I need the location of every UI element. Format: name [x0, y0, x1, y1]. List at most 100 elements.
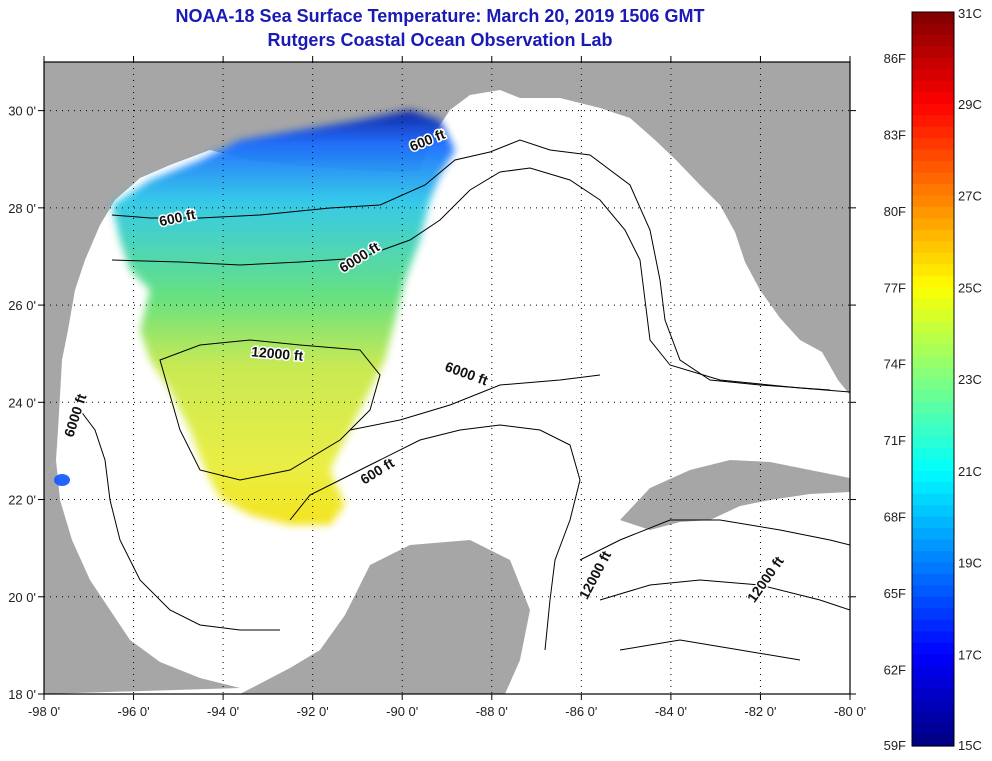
- contour-600ft-south: [289, 424, 581, 651]
- colorbar-swatch: [912, 447, 954, 460]
- colorbar-swatch: [912, 608, 954, 621]
- colorbar-fahrenheit-label: 77F: [884, 280, 906, 295]
- colorbar-fahrenheit-label: 68F: [884, 510, 906, 525]
- colorbar-labels: 31C 29C 27C 25C 23C 21C 19C 17C 15C 86F 83F 80F 77F 7…: [884, 6, 982, 753]
- lon-tick-label: -86 0': [565, 704, 597, 719]
- colorbar-swatch: [912, 12, 954, 25]
- colorbar-fahrenheit-label: 62F: [884, 663, 906, 678]
- lon-tick-label: -84 0': [655, 704, 687, 719]
- contour-label: 12000 ft: [251, 343, 305, 364]
- colorbar-fahrenheit-label: 71F: [884, 433, 906, 448]
- colorbar-celsius-label: 17C: [958, 647, 982, 662]
- colorbar-swatch: [912, 688, 954, 701]
- colorbar-fahrenheit-label: 74F: [884, 357, 906, 372]
- colorbar-swatch: [912, 470, 954, 483]
- lon-tick-label: -88 0': [476, 704, 508, 719]
- colorbar-swatch: [912, 573, 954, 587]
- lon-tick-label: -98 0': [28, 704, 60, 719]
- map-title: NOAA-18 Sea Surface Temperature: March 2…: [175, 6, 705, 26]
- colorbar-celsius-label: 21C: [958, 464, 982, 479]
- colorbar-swatch: [912, 562, 954, 575]
- colorbar-swatch: [912, 218, 954, 231]
- contour-12000ft: [159, 339, 381, 481]
- colorbar-swatch: [912, 700, 954, 713]
- contour-6000ft: [79, 167, 850, 631]
- colorbar-celsius-label: 23C: [958, 372, 982, 387]
- colorbar-celsius-label: 25C: [958, 280, 982, 295]
- colorbar-swatch: [912, 138, 954, 151]
- sst-overlay: [54, 110, 455, 525]
- lon-tick-label: -96 0': [117, 704, 149, 719]
- lat-tick-label: 30 0': [8, 104, 36, 119]
- colorbar-swatch: [912, 310, 954, 323]
- colorbar-swatch: [912, 69, 954, 82]
- colorbar-swatch: [912, 333, 954, 346]
- colorbar-swatch: [912, 46, 954, 59]
- colorbar-swatch: [912, 229, 954, 242]
- colorbar-swatch: [912, 252, 954, 265]
- florida-land: [780, 62, 850, 370]
- colorbar-swatch: [912, 401, 954, 415]
- lat-tick-label: 24 0': [8, 395, 36, 410]
- colorbar-frame: [911, 11, 955, 747]
- colorbar-swatch: [912, 539, 954, 552]
- cuba-land: [620, 460, 850, 530]
- colorbar-swatch: [912, 424, 954, 437]
- colorbar-swatch: [912, 195, 954, 208]
- colorbar-swatch: [912, 551, 954, 564]
- lat-tick-label: 26 0': [8, 298, 36, 313]
- colorbar-fahrenheit-label: 65F: [884, 586, 906, 601]
- colorbar-celsius-label: 29C: [958, 97, 982, 112]
- colorbar-swatch: [912, 126, 954, 139]
- mexico-land: [44, 460, 240, 694]
- map-frame: [43, 61, 851, 695]
- colorbar-swatch: [912, 642, 954, 655]
- colorbar-swatch: [912, 321, 954, 334]
- colorbar-swatch: [912, 103, 954, 116]
- colorbar-fahrenheit-label: 86F: [884, 51, 906, 66]
- colorbar-swatch: [912, 413, 954, 426]
- colorbar-swatch: [912, 596, 954, 609]
- sst-field: [112, 110, 455, 525]
- colorbar-swatch: [912, 505, 954, 518]
- colorbar-swatch: [912, 482, 954, 495]
- colorbar-fahrenheit-label: 83F: [884, 127, 906, 142]
- colorbar-swatch: [912, 631, 954, 644]
- lon-tick-label: -94 0': [207, 704, 239, 719]
- colorbar-celsius-label: 31C: [958, 6, 982, 21]
- colorbar-swatch: [912, 390, 954, 403]
- yucatan-land: [240, 540, 530, 694]
- colorbar-swatch: [912, 344, 954, 357]
- colorbar-swatch: [912, 734, 954, 747]
- lon-tick-label: -90 0': [386, 704, 418, 719]
- colorbar-celsius-label: 15C: [958, 738, 982, 753]
- bathymetry-contours: [79, 139, 850, 661]
- colorbar-swatch: [912, 367, 954, 380]
- colorbar-swatch: [912, 711, 954, 724]
- colorbar-swatch: [912, 184, 954, 197]
- colorbar-swatch: [912, 585, 954, 598]
- colorbar-swatch: [912, 298, 954, 311]
- colorbar-swatch: [912, 528, 954, 541]
- colorbar-swatch: [912, 356, 954, 369]
- colorbar-swatch: [912, 516, 954, 529]
- colorbar-swatch: [912, 34, 954, 48]
- lat-tick-label: 22 0': [8, 493, 36, 508]
- colorbar-celsius-label: 27C: [958, 189, 982, 204]
- colorbar-swatch: [912, 241, 954, 254]
- colorbar-swatch: [912, 92, 954, 105]
- colorbar-swatch: [912, 161, 954, 174]
- colorbar-swatch: [912, 619, 954, 632]
- graticule: [44, 62, 850, 694]
- colorbar-celsius-label: 19C: [958, 556, 982, 571]
- lat-tick-label: 28 0': [8, 201, 36, 216]
- colorbar-swatch: [912, 677, 954, 690]
- colorbar-swatch: [912, 287, 954, 300]
- colorbar-swatch: [912, 665, 954, 678]
- colorbar-swatch: [912, 115, 954, 128]
- lat-tick-label: 20 0': [8, 590, 36, 605]
- lon-tick-label: -80 0': [834, 704, 866, 719]
- colorbar-swatch: [912, 80, 954, 93]
- colorbar-fahrenheit-label: 59F: [884, 738, 906, 753]
